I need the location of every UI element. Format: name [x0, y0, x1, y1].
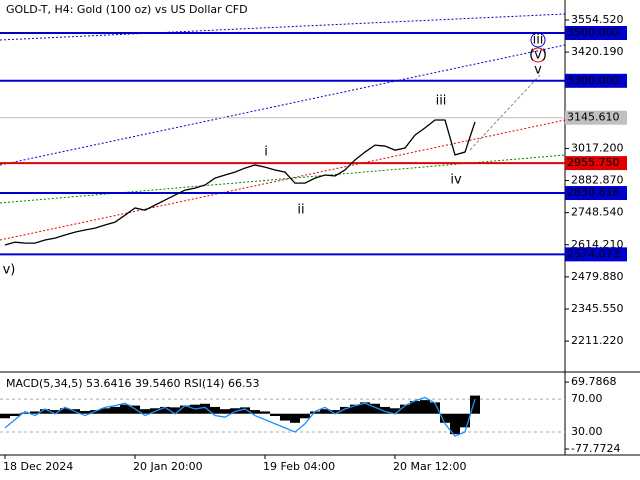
macd-bar — [450, 413, 460, 435]
macd-bar — [380, 406, 390, 414]
macd-bar — [30, 411, 40, 414]
level-label-box — [565, 110, 627, 125]
macd-bar — [270, 413, 280, 416]
y-tick-label: 2882.870 — [571, 174, 624, 187]
level-label: 2830.616 — [567, 186, 620, 199]
wave-circle — [530, 32, 546, 48]
level-label: 3300.000 — [567, 74, 620, 87]
macd-bar — [340, 406, 350, 414]
macd-bar — [290, 413, 300, 423]
macd-bar — [10, 413, 20, 416]
macd-bar — [260, 411, 270, 414]
y-tick-label: 2211.220 — [571, 334, 624, 347]
y-tick-label: 2479.880 — [571, 270, 624, 283]
macd-bar — [470, 395, 480, 414]
y-tick-label: 3554.520 — [571, 13, 624, 26]
level-label-box — [565, 73, 627, 88]
level-label: 2955.750 — [567, 156, 620, 169]
macd-bar — [110, 406, 120, 414]
y-tick-label: 70.00 — [571, 392, 603, 405]
level-label: 3500.000 — [567, 26, 620, 39]
macd-bar — [320, 409, 330, 414]
macd-bar — [180, 405, 190, 414]
macd-bar — [0, 413, 10, 419]
macd-bar — [350, 404, 360, 414]
wave-label: (v) — [529, 48, 547, 63]
macd-bar — [40, 409, 50, 414]
macd-bar — [160, 406, 170, 414]
macd-bar — [360, 402, 370, 414]
projection-line — [469, 74, 541, 151]
y-tick-label: 2345.550 — [571, 302, 624, 315]
macd-bar — [220, 409, 230, 414]
macd-bar — [210, 406, 220, 414]
y2-tick-label: 69.7868 — [571, 375, 617, 388]
price-line — [4, 396, 476, 437]
macd-bar — [410, 401, 420, 414]
wave-label: v — [534, 63, 542, 78]
macd-bar — [170, 407, 180, 414]
wave-circle — [530, 47, 546, 63]
macd-bar — [100, 408, 110, 414]
x-tick-label: 19 Feb 04:00 — [263, 460, 335, 473]
channel-line — [0, 44, 566, 166]
macd-bar — [240, 407, 250, 414]
wave-label: iii — [436, 94, 447, 109]
macd-bar — [60, 408, 70, 414]
x-tick-label: 20 Mar 12:00 — [393, 460, 466, 473]
trend-line — [0, 119, 566, 241]
price-line — [4, 119, 476, 246]
macd-bar — [420, 400, 430, 414]
macd-bar — [50, 410, 60, 414]
wave-label: iv — [450, 173, 462, 188]
macd-bar — [20, 412, 30, 414]
x-tick-label: 20 Jan 20:00 — [133, 460, 203, 473]
y-tick-label: 2748.540 — [571, 206, 624, 219]
macd-bar — [330, 410, 340, 414]
chart-title: GOLD-T, H4: Gold (100 oz) vs US Dollar C… — [6, 3, 248, 16]
level-label: 3145.610 — [567, 111, 620, 124]
macd-bar — [200, 403, 210, 414]
y-tick-label: 30.00 — [571, 425, 603, 438]
macd-bar — [80, 411, 90, 414]
x-tick-label: 18 Dec 2024 — [3, 460, 73, 473]
macd-bar — [250, 410, 260, 414]
level-label-box — [565, 186, 627, 201]
macd-bar — [370, 403, 380, 414]
macd-bar — [460, 413, 470, 428]
level-label-box — [565, 156, 627, 171]
macd-bar — [440, 413, 450, 423]
macd-bar — [300, 413, 310, 419]
indicator-title: MACD(5,34,5) 53.6416 39.5460 RSI(14) 66.… — [6, 377, 259, 390]
wave-label: iii — [533, 33, 544, 48]
macd-bar — [280, 413, 290, 421]
macd-bar — [310, 411, 320, 414]
wave-label: i — [264, 145, 268, 160]
y2-tick-label: -77.7724 — [571, 442, 620, 455]
macd-bar — [140, 409, 150, 414]
wave-label: ii — [297, 203, 304, 218]
macd-bar — [430, 402, 440, 414]
y-tick-label: 3420.190 — [571, 45, 624, 58]
level-label-box — [565, 247, 627, 262]
level-label: 2574.073 — [567, 247, 620, 260]
level-label-box — [565, 25, 627, 40]
macd-bar — [390, 408, 400, 414]
wave-label: v) — [3, 263, 16, 278]
y-tick-label: 3017.200 — [571, 141, 624, 154]
macd-bar — [120, 404, 130, 414]
macd-bar — [400, 404, 410, 414]
